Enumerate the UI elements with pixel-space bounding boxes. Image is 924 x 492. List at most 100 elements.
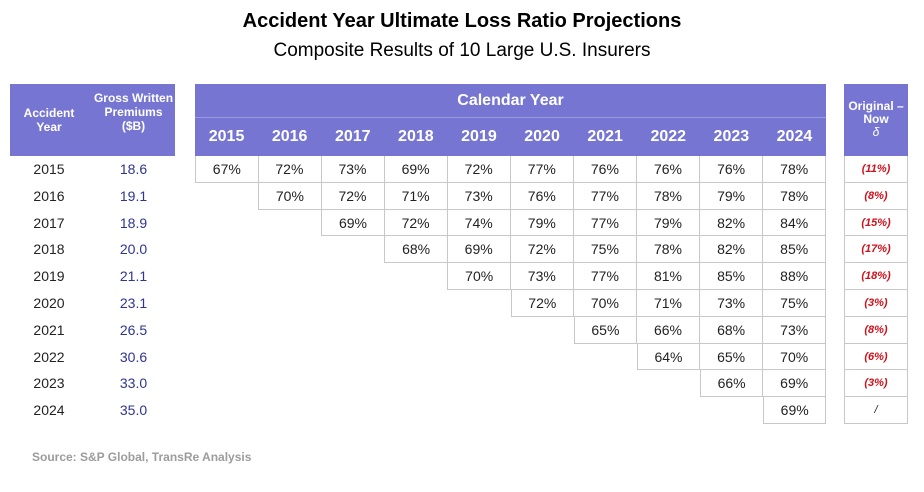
- ratio-change-cell: (3%): [844, 290, 908, 317]
- loss-ratio-cell: 78%: [762, 182, 827, 210]
- header-divider: [195, 117, 826, 118]
- calendar-year-title: Calendar Year: [457, 92, 564, 109]
- accident-year-label: 2015: [33, 161, 65, 177]
- loss-ratio-cell: 69%: [321, 209, 385, 237]
- calendar-year-2024: 2024: [776, 128, 813, 145]
- ratio-change-cell: (8%): [844, 182, 908, 210]
- source-note: Source: S&P Global, TransRe Analysis: [32, 450, 252, 464]
- ratio-change-cell: (15%): [844, 209, 908, 237]
- loss-ratio-cell: 66%: [636, 316, 701, 344]
- ratio-change-cell: (11%): [844, 156, 908, 183]
- loss-ratio-cell: 71%: [636, 290, 701, 317]
- loss-ratio-cell: 70%: [762, 343, 827, 371]
- calendar-year-2016: 2016: [271, 128, 308, 145]
- accident-year-label: 2020: [33, 295, 65, 311]
- loss-ratio-cell: 84%: [762, 209, 827, 237]
- loss-ratio-cell: 65%: [573, 316, 638, 344]
- loss-ratio-cell: 65%: [699, 343, 764, 371]
- loss-ratio-cell: 72%: [321, 182, 385, 210]
- premium-value: 26.5: [119, 321, 148, 338]
- premium-value: 20.0: [119, 241, 148, 258]
- accident-year-label: 2023: [33, 375, 65, 392]
- accident-year-label: 2022: [33, 348, 65, 365]
- loss-ratio-cell: 72%: [510, 236, 575, 264]
- loss-ratio-cell: 70%: [258, 182, 322, 210]
- loss-ratio-cell: 77%: [573, 182, 638, 210]
- loss-ratio-cell: 85%: [699, 263, 764, 290]
- chart-subtitle: Composite Results of 10 Large U.S. Insur…: [273, 40, 651, 61]
- delta-symbol: δ: [872, 125, 880, 139]
- accident-year-label: 2019: [33, 268, 65, 285]
- accident-year-label: 2021: [33, 321, 65, 338]
- change-header-label: Original – Now: [848, 99, 904, 126]
- accident-year-label: 2016: [33, 187, 65, 204]
- premium-value: 18.6: [119, 161, 148, 177]
- loss-ratio-cell: 70%: [447, 263, 511, 290]
- premium-value: 21.1: [119, 268, 148, 285]
- loss-ratio-cell: 73%: [321, 156, 385, 183]
- premium-value: 19.1: [119, 187, 148, 204]
- loss-ratio-cell: 68%: [384, 236, 448, 264]
- premium-value: 33.0: [119, 375, 148, 392]
- premium-value: 23.1: [119, 295, 148, 311]
- premiums-header: Gross Written Premiums ($B): [93, 91, 174, 133]
- loss-ratio-cell: 71%: [384, 182, 448, 210]
- loss-ratio-cell: 81%: [636, 263, 701, 290]
- loss-ratio-cell: 76%: [510, 182, 575, 210]
- loss-ratio-cell: 73%: [447, 182, 511, 210]
- calendar-year-2019: 2019: [461, 128, 497, 145]
- loss-ratio-cell: 78%: [636, 182, 701, 210]
- loss-ratio-cell: 72%: [510, 290, 575, 317]
- calendar-year-2021: 2021: [587, 128, 623, 145]
- accident-year-label: 2017: [33, 214, 65, 231]
- loss-ratio-cell: 66%: [699, 370, 764, 398]
- loss-ratio-cell: 75%: [762, 290, 827, 317]
- ratio-change-cell: (6%): [844, 343, 908, 371]
- calendar-year-2015: 2015: [208, 128, 245, 145]
- loss-ratio-cell: 76%: [699, 156, 764, 183]
- loss-ratio-cell: 88%: [762, 263, 827, 290]
- change-header: Original – Now δ: [844, 84, 908, 156]
- loss-ratio-cell: 75%: [573, 236, 638, 264]
- loss-ratio-cell: 73%: [699, 290, 764, 317]
- loss-ratio-cell: 73%: [510, 263, 575, 290]
- left-header: Accident Year Gross Written Premiums ($B…: [10, 84, 175, 156]
- accident-year-label: 2018: [33, 241, 65, 258]
- loss-ratio-cell: 68%: [699, 316, 764, 344]
- loss-ratio-cell: 72%: [258, 156, 322, 183]
- loss-ratio-cell: 79%: [510, 209, 575, 237]
- loss-ratio-cell: 69%: [384, 156, 448, 183]
- loss-ratio-cell: 85%: [762, 236, 827, 264]
- ratio-change-cell: /: [844, 397, 908, 424]
- loss-ratio-cell: 64%: [636, 343, 701, 371]
- loss-ratio-cell: 79%: [636, 209, 701, 237]
- loss-ratio-cell: 69%: [762, 370, 827, 398]
- calendar-year-2018: 2018: [398, 128, 434, 145]
- calendar-year-2022: 2022: [650, 128, 687, 145]
- accident-year-header: Accident Year: [23, 106, 75, 134]
- loss-ratio-cell: 69%: [447, 236, 511, 264]
- premium-value: 18.9: [119, 214, 148, 231]
- accident-year-label: 2024: [33, 402, 65, 419]
- ratio-change-cell: (18%): [844, 263, 908, 290]
- loss-ratio-cell: 72%: [384, 209, 448, 237]
- premium-value: 35.0: [119, 402, 148, 419]
- calendar-year-2023: 2023: [713, 128, 750, 145]
- ratio-change-cell: (8%): [844, 316, 908, 344]
- loss-ratio-cell: 79%: [699, 182, 764, 210]
- loss-ratio-cell: 77%: [573, 209, 638, 237]
- loss-ratio-cell: 73%: [762, 316, 827, 344]
- loss-ratio-cell: 72%: [447, 156, 511, 183]
- calendar-year-2020: 2020: [524, 128, 560, 145]
- loss-ratio-cell: 78%: [636, 236, 701, 264]
- chart-title: Accident Year Ultimate Loss Ratio Projec…: [242, 10, 682, 32]
- loss-ratio-cell: 69%: [762, 397, 827, 424]
- loss-ratio-cell: 76%: [573, 156, 638, 183]
- loss-ratio-cell: 82%: [699, 236, 764, 264]
- loss-ratio-cell: 78%: [762, 156, 827, 183]
- calendar-year-2017: 2017: [334, 128, 371, 145]
- loss-ratio-cell: 67%: [195, 156, 259, 183]
- premium-value: 30.6: [119, 348, 148, 365]
- ratio-change-cell: (3%): [844, 370, 908, 398]
- ratio-change-cell: (17%): [844, 236, 908, 264]
